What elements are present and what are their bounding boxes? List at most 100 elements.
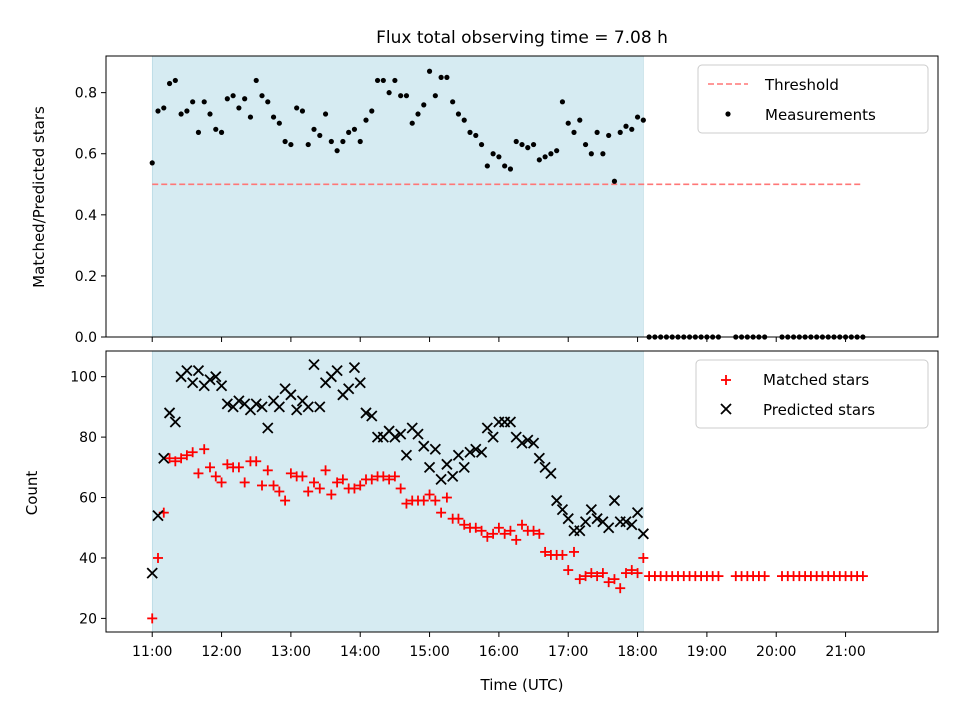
- matched-point: [569, 546, 579, 557]
- predicted-point: [620, 516, 632, 528]
- measurement-point: [525, 145, 531, 151]
- matched-point: [713, 571, 724, 582]
- matched-point: [459, 519, 470, 530]
- measurement-point: [398, 93, 404, 99]
- matched-point: [384, 474, 395, 485]
- ratio-y-tick-label: 0.6: [75, 147, 97, 163]
- predicted-point: [308, 358, 320, 371]
- predicted-point: [429, 443, 441, 455]
- predicted-point: [458, 461, 470, 473]
- matched-point: [534, 528, 545, 539]
- predicted-point: [481, 422, 493, 434]
- matched-point: [609, 574, 620, 585]
- predicted-point: [418, 440, 430, 452]
- ratio-panel-frame: [105, 55, 939, 338]
- ratio-y-tick-label: 0.8: [75, 86, 97, 102]
- measurement-point: [155, 108, 161, 114]
- predicted-point: [447, 470, 459, 483]
- predicted-point: [331, 365, 343, 377]
- measurement-point: [571, 129, 577, 135]
- measurement-point: [224, 96, 230, 102]
- predicted-point: [233, 395, 245, 407]
- matched-point: [326, 489, 337, 500]
- measurement-point: [213, 126, 219, 132]
- matched-point: [505, 525, 516, 536]
- ratio-y-tick-label: 0.2: [75, 269, 97, 285]
- measurement-point: [265, 99, 271, 105]
- count-y-tick-label: 20: [79, 611, 97, 627]
- measurement-point: [253, 77, 259, 84]
- matched-point: [355, 480, 366, 491]
- matched-point: [233, 462, 244, 473]
- matched-point: [332, 477, 343, 488]
- predicted-point: [187, 377, 199, 389]
- count-legend: Matched stars Predicted stars: [695, 359, 929, 429]
- predicted-point: [395, 428, 407, 440]
- matched-point: [401, 498, 412, 509]
- matched-point: [418, 495, 429, 506]
- measurement-point: [172, 77, 178, 84]
- measurement-point: [166, 80, 173, 87]
- count-y-tick-label: 60: [79, 491, 97, 507]
- predicted-point: [527, 437, 540, 449]
- predicted-point: [516, 437, 528, 449]
- predicted-point: [250, 398, 262, 410]
- predicted-point: [637, 528, 649, 540]
- measurement-point: [218, 129, 225, 135]
- measurement-point: [346, 129, 352, 135]
- matched-point: [349, 483, 360, 494]
- predicted-point: [585, 503, 597, 516]
- measurement-point: [623, 123, 629, 129]
- matched-point: [563, 565, 574, 576]
- measurement-point: [542, 154, 548, 160]
- measurement-point: [565, 120, 571, 126]
- count-y-tick-label: 80: [79, 430, 97, 446]
- count-y-axis: 20 40 60 80 100: [70, 370, 106, 627]
- count-panel: 20 40 60 80 100 11:00 12:00 13:00 14:00 15:00 16:…: [23, 350, 939, 694]
- measurement-point: [351, 126, 358, 132]
- count-x-axis-label: Time (UTC): [480, 676, 564, 694]
- matched-point: [626, 565, 637, 576]
- measurement-point: [357, 138, 363, 145]
- measurement-point: [421, 102, 427, 108]
- measurement-point: [467, 129, 473, 135]
- predicted-point: [631, 507, 644, 519]
- measurement-point: [432, 93, 438, 99]
- predicted-point: [464, 446, 476, 458]
- matched-point: [557, 549, 568, 560]
- matched-point: [153, 552, 163, 563]
- matched-point: [309, 477, 319, 488]
- predicted-point: [579, 516, 592, 528]
- measurement-point: [629, 126, 635, 132]
- measurement-point: [415, 111, 421, 117]
- matched-point: [147, 613, 158, 624]
- count-legend-box: [695, 359, 929, 429]
- matched-point: [193, 468, 204, 479]
- count-observing-window: [151, 350, 644, 633]
- predicted-point: [256, 401, 268, 413]
- count-y-tick-label: 100: [70, 370, 97, 386]
- matched-point: [759, 571, 770, 582]
- measurement-point: [502, 163, 508, 169]
- matched-point: [389, 471, 400, 482]
- legend-measurements-swatch: [725, 111, 731, 117]
- ratio-y-tick-label: 0.4: [75, 208, 97, 224]
- predicted-point: [412, 428, 424, 440]
- measurement-point: [473, 132, 479, 139]
- measurement-point: [392, 77, 398, 84]
- matched-point: [857, 571, 868, 582]
- measurement-point: [369, 108, 375, 114]
- measurement-point: [340, 138, 346, 145]
- legend-matched-swatch: [721, 375, 731, 385]
- chart-title: Flux total observing time = 7.08 h: [376, 28, 668, 48]
- legend-predicted-label: Predicted stars: [763, 401, 875, 419]
- measurement-point: [334, 148, 340, 154]
- ratio-y-axis: 0.0 0.2 0.4 0.6 0.8: [75, 86, 106, 346]
- matched-point: [603, 577, 614, 588]
- matched-point: [488, 528, 499, 539]
- measurement-point: [640, 117, 646, 123]
- matched-point: [476, 525, 487, 536]
- matched-point: [181, 450, 192, 461]
- count-x-tick-label: 21:00: [825, 644, 865, 660]
